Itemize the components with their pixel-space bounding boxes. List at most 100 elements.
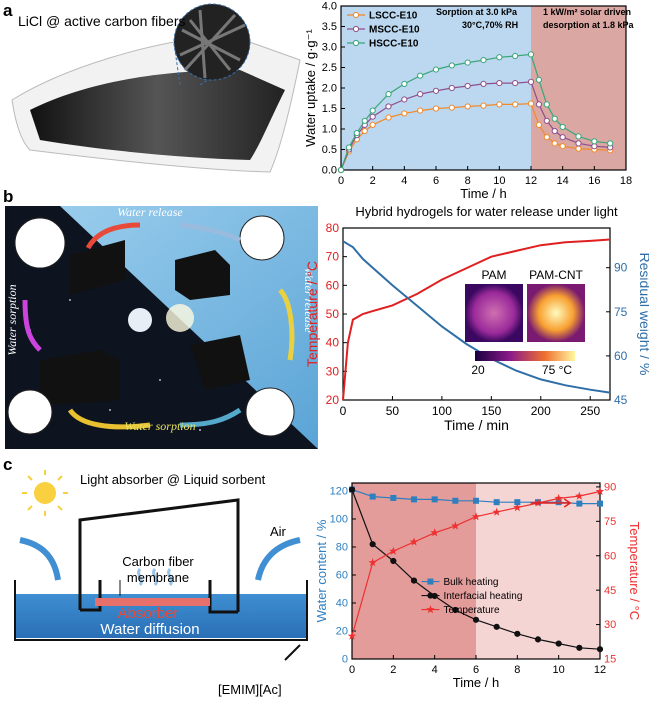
marker [473,497,479,504]
x-tick-label: 0 [338,175,344,187]
label: Water sorption [124,419,195,433]
marker [596,646,604,653]
caption: LiCl @ active carbon fibers [18,13,186,29]
inset-image [465,284,523,342]
y-tick-label: 20 [336,626,348,638]
marker [480,80,487,88]
marker [432,87,440,94]
x-tick-label: 100 [432,404,452,418]
marker [527,100,535,107]
marker [385,114,392,121]
marker [448,104,455,111]
marker [543,101,550,108]
y-tick-label: 40 [326,336,340,350]
annotation: Sorption at 3.0 kPa [436,7,518,17]
marker [337,166,345,174]
marker [591,138,598,145]
region [476,483,600,659]
marker [575,491,584,500]
marker [361,117,368,124]
label: Absorber [118,605,179,622]
marker [417,107,424,114]
marker [513,503,522,512]
marker [390,494,397,501]
y-tick-label: 0.0 [322,165,337,177]
marker [353,130,360,137]
colorbar-label: 20 [471,363,485,377]
marker [417,72,424,79]
marker [432,66,440,73]
x-tick-label: 12 [594,664,606,676]
x-axis-label: Time / min [444,417,509,433]
marker [555,640,562,647]
legend-label: HSCC-E10 [369,39,419,50]
chart-title: Hybrid hydrogels for water release under… [355,204,618,219]
marker [480,57,487,64]
marker [534,636,542,643]
marker [496,54,503,61]
y-tick-label: 2.5 [322,62,337,74]
x-tick-label: 8 [514,664,520,676]
x-tick-label: 4 [401,175,407,187]
marker [409,537,419,546]
legend-marker [426,605,435,614]
panel-label: b [3,187,13,206]
marker [543,134,550,141]
marker [551,140,558,147]
label: [EMIM][Ac] [218,682,282,697]
y-tick-label: 70 [326,250,340,264]
y2-axis-label: Temperature / °C [627,522,642,620]
label: Water release [302,267,316,333]
marker [385,91,392,98]
marker [464,59,471,66]
marker [554,493,563,502]
label: Water sorption [5,284,19,355]
x-tick-label: 0 [340,404,347,418]
marker [448,84,455,92]
marker [607,140,614,147]
y-tick-label: 60 [326,278,340,292]
marker [417,91,424,98]
y-axis-label: Water uptake / g·g⁻¹ [303,29,318,147]
marker [431,496,438,503]
legend-label: Temperature [443,605,500,616]
annotation: 1 kW/m² solar driven [543,7,631,17]
marker [576,500,583,507]
marker [401,110,408,117]
y2-tick-label: 45 [604,585,616,597]
marker [480,102,487,109]
marker [514,630,521,637]
x-tick-label: 150 [481,404,501,418]
x-tick-label: 2 [390,664,396,676]
region [352,483,476,659]
series-line [342,240,611,394]
marker [401,80,408,88]
marker [527,78,535,85]
marker [348,486,356,493]
marker [451,521,460,530]
panel-label: a [3,1,13,20]
marker [430,528,439,537]
marker [471,512,481,521]
series-line [340,102,611,171]
x-tick-label: 6 [433,175,439,187]
marker [369,121,376,129]
marker [464,82,471,90]
marker [369,541,376,548]
y-tick-label: 80 [336,542,348,554]
marker [368,558,377,567]
marker [595,487,605,496]
marker [369,113,376,120]
marker [493,499,500,506]
inset-label: PAM-CNT [529,268,583,282]
y-axis-label: Temperature / °C [304,261,320,367]
series-line [342,238,611,401]
y-tick-label: 0.5 [322,144,337,156]
marker [514,499,521,506]
marker [559,134,566,141]
y-tick-label: 80 [326,221,340,235]
y-tick-label: 3.5 [322,21,337,33]
marker [512,101,519,108]
marker [472,616,480,623]
